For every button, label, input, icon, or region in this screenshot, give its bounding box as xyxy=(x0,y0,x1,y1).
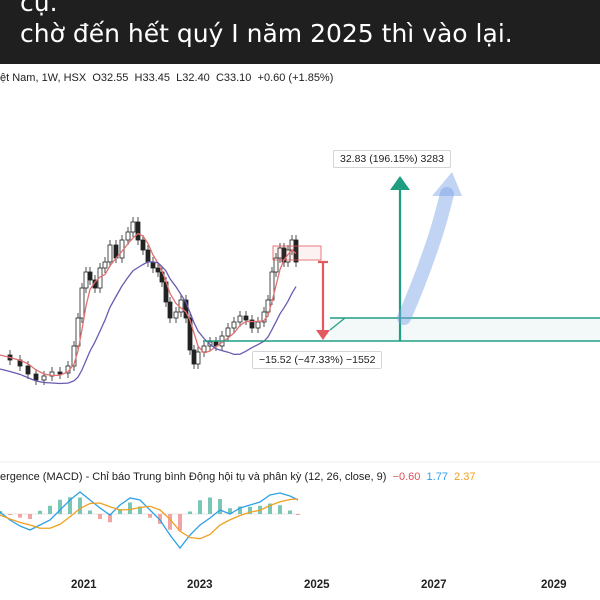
macd-signal-line xyxy=(0,498,299,540)
macd-histogram-bar xyxy=(238,506,242,514)
candle-body xyxy=(173,311,179,319)
caption-line-2: chờ đến hết quý I năm 2025 thì vào lại. xyxy=(20,19,513,48)
candle-body xyxy=(102,261,108,269)
candle-body xyxy=(265,299,271,313)
candle-body xyxy=(273,257,279,273)
candle-body xyxy=(97,267,103,289)
candle-body xyxy=(237,315,243,323)
macd-histogram-bar xyxy=(218,499,222,514)
candle-body xyxy=(243,315,249,321)
macd-histogram-bar xyxy=(68,497,72,514)
projection-lower-label: −15.52 (−47.33%) −1552 xyxy=(252,351,383,369)
moving-average-short xyxy=(0,232,297,377)
macd-histogram-bar xyxy=(268,503,272,514)
high-value: H33.45 xyxy=(134,72,171,84)
open-value: O32.55 xyxy=(92,72,129,84)
symbol-label: ệt Nam, 1W, HSX xyxy=(0,72,87,84)
x-axis-label-2025: 2025 xyxy=(304,579,330,591)
macd-histogram-bar xyxy=(118,509,122,514)
recent-range-box xyxy=(272,245,322,261)
x-axis-label-2027: 2027 xyxy=(421,579,447,591)
x-axis-label-2029: 2029 xyxy=(541,579,567,591)
macd-histogram-bar xyxy=(168,514,172,530)
macd-hist-value: −0.60 xyxy=(392,471,421,483)
projection-tick xyxy=(329,317,346,331)
macd-histogram-bar xyxy=(88,510,92,514)
macd-histogram-bar xyxy=(78,497,82,514)
candle-body xyxy=(231,321,237,329)
candle-body xyxy=(187,317,193,351)
candle-body xyxy=(167,301,173,319)
caption-line-1: cụ. xyxy=(20,0,58,17)
macd-histogram-bar xyxy=(208,497,212,514)
macd-histogram-bar xyxy=(18,514,22,518)
moving-average-long xyxy=(0,261,297,385)
macd-line xyxy=(0,491,299,550)
x-axis-label-2023: 2023 xyxy=(187,579,213,591)
candle-body xyxy=(145,249,151,263)
candle-body xyxy=(249,319,255,329)
change-value: +0.60 (+1.85%) xyxy=(257,72,334,84)
candle-body xyxy=(33,373,39,381)
candle-body xyxy=(25,365,31,375)
projection-upper-label: 32.83 (196.15%) 3283 xyxy=(333,150,451,168)
candle-body xyxy=(130,221,136,233)
path-arrow-body xyxy=(397,187,454,325)
candle-body xyxy=(195,351,201,365)
macd-histogram-bar xyxy=(248,506,252,514)
macd-line-value: 1.77 xyxy=(426,471,448,483)
path-arrow-head xyxy=(432,172,462,196)
macd-signal-value: 2.37 xyxy=(454,471,476,483)
x-axis-label-2021: 2021 xyxy=(71,579,97,591)
candle-body xyxy=(135,221,141,241)
candle-body xyxy=(41,375,47,381)
candle-body xyxy=(75,317,81,347)
macd-histogram-bar xyxy=(128,502,132,514)
projection-arrow-head xyxy=(390,176,410,190)
candle-body xyxy=(87,271,93,281)
macd-histogram-bar xyxy=(38,510,42,514)
macd-histogram-bar xyxy=(28,514,32,519)
candle-body xyxy=(57,371,63,375)
candle-body xyxy=(201,345,207,353)
macd-legend-header[interactable]: ergence (MACD) - Chỉ báo Trung bình Động… xyxy=(0,471,476,483)
macd-histogram-bar xyxy=(188,511,192,514)
chart-legend-header[interactable]: ệt Nam, 1W, HSX O32.55 H33.45 L32.40 C33… xyxy=(0,72,333,84)
close-value: C33.10 xyxy=(215,72,252,84)
macd-histogram-bar xyxy=(158,514,162,524)
caption-bar: cụ. chờ đến hết quý I năm 2025 thì vào l… xyxy=(0,0,600,64)
macd-title: ergence (MACD) - Chỉ báo Trung bình Động… xyxy=(0,471,387,483)
macd-histogram-bar xyxy=(198,500,202,514)
macd-histogram-bar xyxy=(58,499,62,514)
candle-body xyxy=(155,267,161,273)
macd-histogram-bar xyxy=(108,514,112,523)
macd-histogram-bar xyxy=(228,508,232,514)
entry-zone xyxy=(330,318,600,341)
macd-histogram-bar xyxy=(178,514,182,531)
candle-body xyxy=(150,261,156,269)
candle-body xyxy=(191,349,197,365)
macd-histogram-bar xyxy=(98,514,102,519)
candle-body xyxy=(125,231,131,241)
macd-histogram-bar xyxy=(278,505,282,514)
candle-body xyxy=(225,327,231,337)
candle-body xyxy=(255,321,261,329)
low-value: L32.40 xyxy=(176,72,210,84)
candle-body xyxy=(107,244,113,263)
candle-body xyxy=(83,271,89,289)
macd-histogram-bar xyxy=(138,506,142,514)
candle-body xyxy=(285,249,291,263)
candle-body xyxy=(79,287,85,319)
candle-body xyxy=(140,239,146,251)
macd-histogram-bar xyxy=(8,514,12,515)
macd-histogram-bar xyxy=(148,514,152,518)
macd-histogram-bar xyxy=(296,514,300,515)
drawdown-arrow-head xyxy=(316,330,330,340)
macd-histogram-bar xyxy=(48,505,52,514)
macd-histogram-bar xyxy=(288,510,292,514)
